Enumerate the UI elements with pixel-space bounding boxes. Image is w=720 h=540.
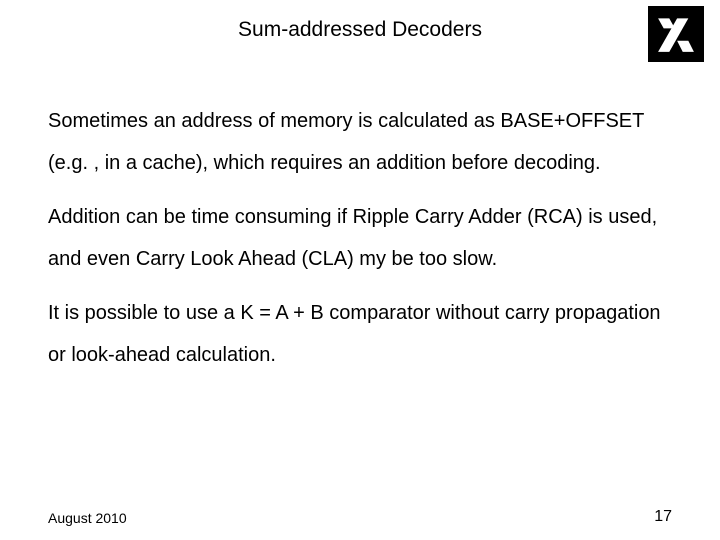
footer-date: August 2010 (48, 510, 127, 526)
technion-logo-icon (648, 6, 704, 62)
slide: Sum-addressed Decoders Sometimes an addr… (0, 0, 720, 540)
footer-page-number: 17 (654, 508, 672, 526)
slide-title: Sum-addressed Decoders (0, 18, 720, 42)
paragraph-1: Sometimes an address of memory is calcul… (48, 100, 672, 184)
body-text: Sometimes an address of memory is calcul… (48, 100, 672, 388)
paragraph-2: Addition can be time consuming if Ripple… (48, 196, 672, 280)
paragraph-3: It is possible to use a K = A + B compar… (48, 292, 672, 376)
